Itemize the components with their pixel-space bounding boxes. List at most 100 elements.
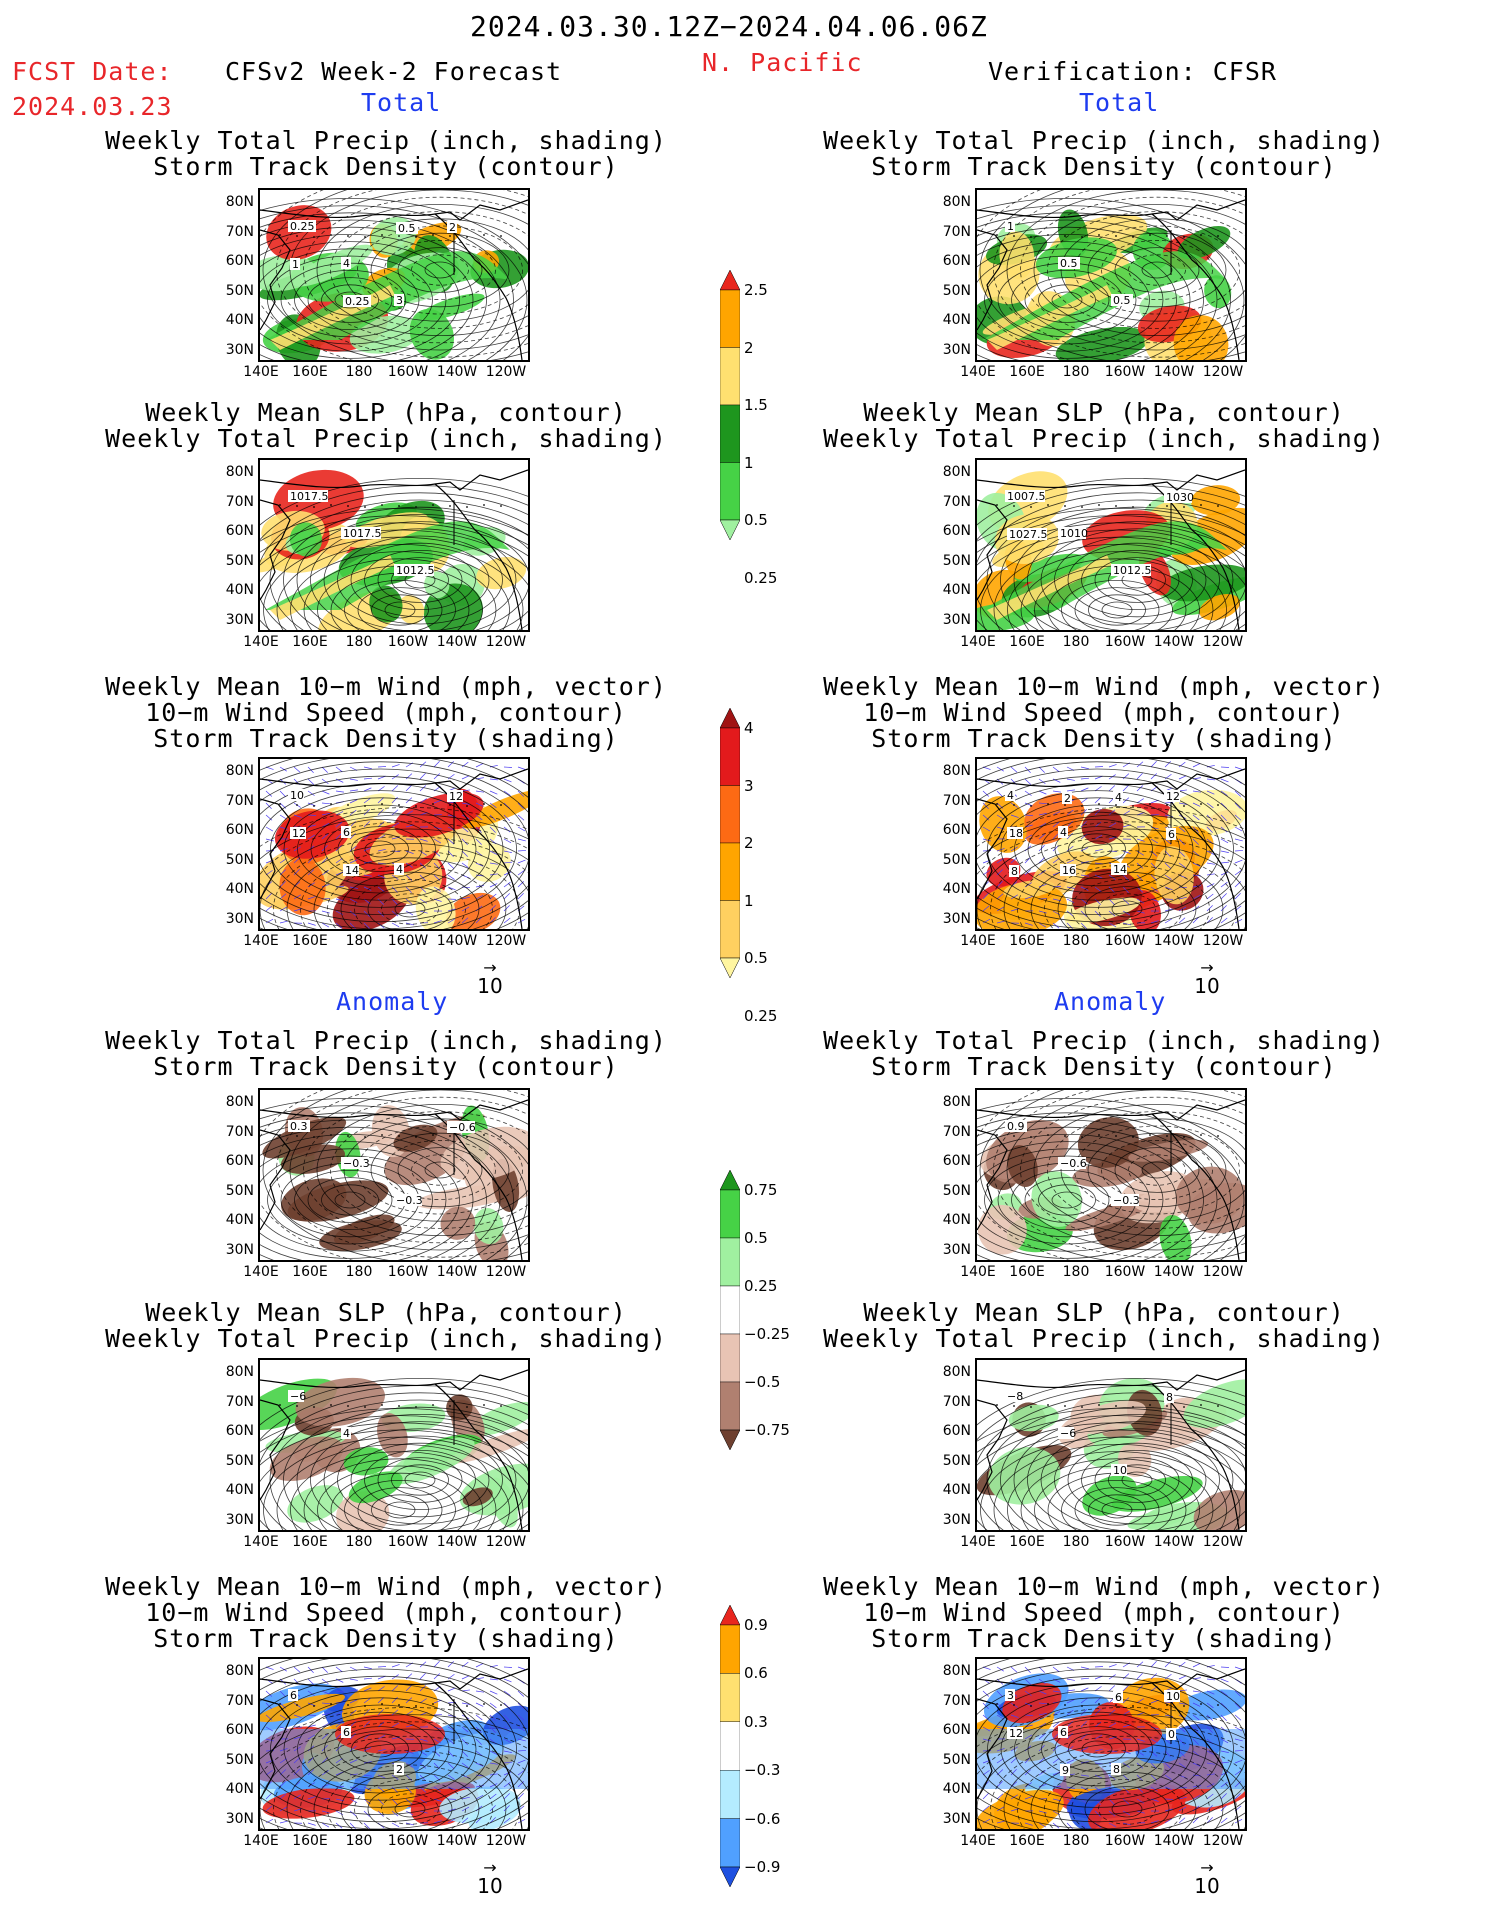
contour-label: 4 [1113,791,1123,804]
lon-label: 120W [1202,933,1244,949]
svg-text:8: 8 [1166,1391,1173,1404]
svg-text:−0.3: −0.3 [343,1157,370,1170]
panel-title-line: Weekly Mean SLP (hPa, contour) [145,398,627,427]
lon-label: 140E [960,1534,996,1550]
lat-label: 70N [942,1393,971,1410]
lat-label: 40N [942,582,971,598]
svg-text:2: 2 [449,221,456,234]
lon-label: 140E [960,364,996,380]
colorbar-label: 0.6 [744,1664,768,1683]
lat-label: 50N [942,1751,971,1768]
colorbar-storm_total [719,707,741,982]
lat-label: 50N [225,282,254,299]
svg-text:4: 4 [1007,789,1014,802]
map-plot: 1 0.5 0.5 [977,190,1245,360]
lon-label: 160E [1009,1534,1045,1550]
lat-label: 60N [942,1722,971,1738]
svg-text:3: 3 [396,294,403,307]
lon-label: 120W [1202,1833,1244,1849]
panel-title-line: Weekly Total Precip (inch, shading) [823,126,1385,155]
svg-text:4: 4 [1060,826,1067,839]
lon-label: 160E [1009,933,1045,949]
lon-label: 120W [1202,1264,1244,1280]
svg-text:6: 6 [343,826,350,839]
lon-label: 120W [485,634,527,650]
colorbar-label: 0.5 [744,511,768,529]
lon-label: 180 [345,364,373,380]
lon-label: 160W [387,364,429,380]
vector-reference: → 10 [470,960,510,999]
region-title: N. Pacific [702,48,863,77]
lon-label: 180 [345,1264,373,1280]
lat-label: 70N [225,1123,254,1140]
lon-label: 180 [1062,364,1090,380]
svg-text:0.25: 0.25 [345,295,370,308]
lon-label: 140W [1153,634,1195,650]
svg-text:14: 14 [1113,863,1127,876]
svg-text:1012.5: 1012.5 [396,564,435,577]
lat-label: 80N [225,763,254,779]
vector-arrow-icon: → [483,1858,497,1877]
contour-label: 0.25 [343,295,371,308]
svg-text:10: 10 [1113,1464,1127,1477]
lat-label: 60N [225,1722,254,1738]
lon-label: 140E [960,1264,996,1280]
panel-title-line: Storm Track Density (contour) [871,152,1337,181]
lat-label: 40N [942,1212,971,1228]
lon-label: 160E [292,1264,328,1280]
lat-label: 60N [942,822,971,838]
lat-label: 30N [942,341,971,358]
verification-title: Verification: CFSR [988,57,1277,86]
contour-label: 0.5 [396,222,418,235]
panel-title-line: Storm Track Density (contour) [153,1052,619,1081]
contour-label: −0.6 [1058,1157,1087,1170]
lat-label: 30N [225,1241,254,1258]
lat-label: 70N [942,493,971,510]
contour-label: 1027.5 [1007,528,1048,541]
valid-range-title: 2024.03.30.12Z−2024.04.06.06Z [470,10,988,43]
colorbar-precip_total [719,269,741,544]
svg-text:0.5: 0.5 [1113,294,1131,307]
lat-label: 40N [225,881,254,897]
svg-text:6: 6 [1168,828,1175,841]
contour-label: 4 [341,257,351,270]
lon-label: 160E [292,364,328,380]
svg-text:10: 10 [1166,1690,1180,1703]
svg-text:1017.5: 1017.5 [290,490,329,503]
contour-label: 8 [1009,865,1019,878]
lon-label: 160W [1104,634,1146,650]
contour-label: 0.25 [288,220,316,233]
lon-label: 180 [1062,933,1090,949]
svg-text:4: 4 [343,257,350,270]
contour-label: 3 [1005,1689,1015,1702]
lat-label: 50N [942,851,971,868]
svg-text:6: 6 [343,1726,350,1739]
colorbar-label: 0.5 [744,1229,768,1247]
section-total-right: Total [1079,88,1160,117]
panel-title-v-2: Weekly Mean 10−m Wind (mph, vector) 10−m … [814,674,1394,752]
lon-label: 140E [243,1264,279,1280]
svg-text:0.3: 0.3 [290,1120,308,1133]
section-anomaly-left: Anomaly [336,987,449,1016]
lon-label: 140E [960,634,996,650]
lon-label: 180 [1062,1833,1090,1849]
lon-label: 140E [960,933,996,949]
lon-label: 160E [1009,1264,1045,1280]
svg-text:−6: −6 [290,1390,306,1403]
panel-title-line: Storm Track Density (shading) [153,1624,619,1653]
lat-label: 80N [225,194,254,210]
lon-label: 140W [1153,1534,1195,1550]
lat-label: 50N [942,552,971,569]
fcst-label: FCST Date: [12,57,173,86]
svg-text:4: 4 [1115,791,1122,804]
lon-label: 180 [1062,634,1090,650]
svg-text:−0.3: −0.3 [396,1194,423,1207]
lon-label: 180 [345,1534,373,1550]
lat-label: 80N [942,763,971,779]
contour-label: 6 [1166,828,1176,841]
vector-arrow-icon: → [1200,958,1214,977]
lon-label: 160E [292,634,328,650]
lon-label: 140W [1153,933,1195,949]
panel-title-line: Weekly Mean SLP (hPa, contour) [145,1298,627,1327]
map-panel-f-wind-5: 6 6 2 [258,1657,530,1831]
